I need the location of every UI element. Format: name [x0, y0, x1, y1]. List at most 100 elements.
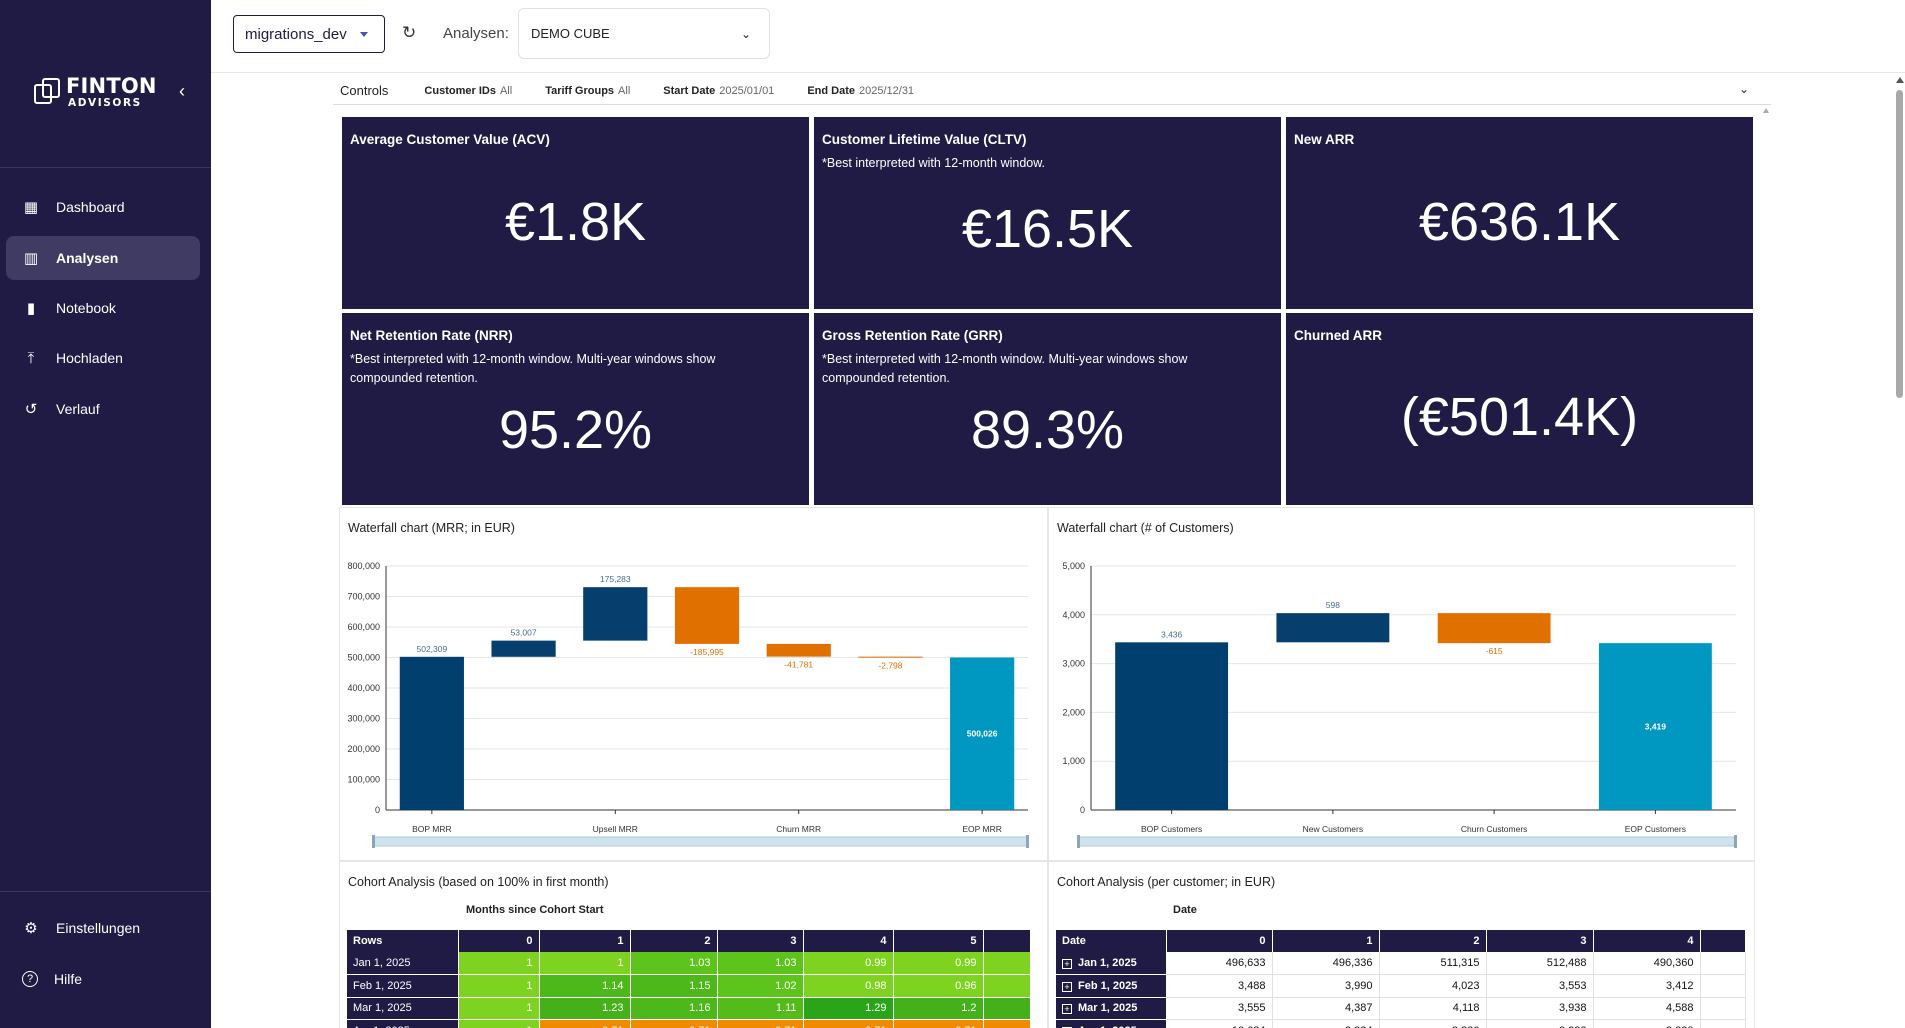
column-header[interactable]: 4	[803, 930, 894, 952]
column-header[interactable]: 3	[1486, 930, 1594, 952]
filter-value: 2025/12/31	[859, 84, 915, 97]
kpi-value: €16.5K	[961, 199, 1134, 259]
x-tick-label: EOP MRR	[962, 824, 1002, 834]
data-label: -185,995	[690, 647, 724, 657]
table-cell: 1.02	[717, 974, 804, 998]
table-row: Apr 1, 202510.710.710.710.710.71	[347, 1019, 1031, 1028]
scroll-up-icon[interactable]	[1896, 77, 1904, 83]
sidebar-item-einstellungen[interactable]: ⚙ Einstellungen	[6, 906, 200, 950]
filter-value: 2025/01/01	[719, 84, 775, 97]
range-slider-handle-right	[1026, 835, 1029, 848]
sidebar-item-verlauf[interactable]: ↺ Verlauf	[6, 387, 200, 431]
sidebar-item-label: Dashboard	[56, 199, 125, 215]
filter-end-date[interactable]: End Date 2025/12/31	[807, 85, 914, 97]
y-tick-label: 3,000	[1062, 659, 1085, 669]
table-cell: 0.71	[893, 1019, 984, 1028]
y-tick-label: 4,000	[1062, 610, 1085, 620]
waterfall-bar	[1276, 613, 1390, 643]
controls-title: Controls	[340, 83, 389, 98]
analysen-select[interactable]: DEMO CUBE ⌄	[518, 8, 770, 59]
row-label[interactable]: + Jan 1, 2025	[1056, 952, 1167, 975]
column-header[interactable]: 2	[630, 930, 718, 952]
notebook-icon: ▮	[26, 300, 36, 317]
row-label: Apr 1, 2025	[347, 1019, 459, 1028]
column-header[interactable]: 1	[1272, 930, 1380, 952]
waterfall-customers-panel: Waterfall chart (# of Customers) 0 1,000 2…	[1048, 507, 1755, 861]
kpi-card-grr: Gross Retention Rate (GRR) *Best interpr…	[814, 313, 1281, 505]
table-cell: 490,360	[1593, 952, 1701, 975]
table-cell: 1.15	[630, 974, 718, 998]
filter-start-date[interactable]: Start Date 2025/01/01	[663, 85, 774, 97]
table-cell: 1.16	[630, 997, 718, 1020]
row-label[interactable]: +Apr 1, 2025	[1056, 1019, 1167, 1028]
column-header[interactable]: 3	[717, 930, 804, 952]
table-cell	[983, 952, 1031, 975]
row-label[interactable]: + Mar 1, 2025	[1056, 997, 1167, 1020]
table-cell: 3,555	[1166, 997, 1273, 1020]
expand-controls-icon[interactable]: ⌄	[1738, 82, 1749, 96]
workspace-select[interactable]: migrations_dev	[233, 15, 385, 53]
waterfall-mrr-panel: Waterfall chart (MRR; in EUR) 0 100,000 20…	[339, 507, 1048, 861]
expand-row-icon[interactable]: +	[1062, 959, 1072, 969]
sidebar-item-label: Hochladen	[56, 350, 123, 366]
row-label-text: Jan 1, 2025	[1078, 957, 1137, 969]
cohort-eur-panel: Cohort Analysis (per customer; in EUR) D…	[1048, 861, 1755, 1028]
table-cell	[1700, 952, 1746, 975]
page-scrollbar[interactable]	[1896, 90, 1903, 398]
sidebar-divider	[0, 167, 211, 168]
table-title: Cohort Analysis (based on 100% in first …	[348, 875, 609, 889]
y-tick-label: 600,000	[347, 622, 380, 632]
expand-row-icon[interactable]: +	[1062, 1004, 1072, 1015]
kpi-title: Net Retention Rate (NRR)	[350, 328, 513, 343]
sidebar-item-label: Einstellungen	[56, 920, 141, 936]
column-header[interactable]: 4	[1593, 930, 1701, 952]
expand-row-icon[interactable]: +	[1062, 981, 1072, 992]
sidebar-item-label: Notebook	[56, 300, 116, 316]
filter-customer-ids[interactable]: Customer IDs All	[424, 85, 512, 97]
row-label[interactable]: + Feb 1, 2025	[1056, 974, 1167, 998]
logo: FINTON ADVISORS	[34, 76, 157, 109]
workspace-select-value: migrations_dev	[245, 25, 347, 43]
table-cell: 0.96	[893, 974, 984, 998]
kpi-value: €636.1K	[1418, 192, 1621, 252]
kpi-subtitle: *Best interpreted with 12-month window. …	[350, 352, 716, 385]
x-tick-label: Upsell MRR	[593, 824, 638, 834]
x-tick-label: BOP Customers	[1141, 824, 1202, 834]
table-cell: 0.71	[539, 1019, 631, 1028]
filter-tariff-groups[interactable]: Tariff Groups All	[545, 85, 630, 97]
table-cell	[983, 997, 1031, 1020]
sidebar-item-analysen[interactable]: ▥ Analysen	[6, 236, 200, 280]
column-header[interactable]: 1	[539, 930, 631, 952]
filter-value: All	[499, 84, 513, 97]
sheet-scroll-up-icon[interactable]	[1763, 108, 1769, 113]
history-icon: ↺	[24, 401, 38, 418]
column-header[interactable]: 0	[1166, 930, 1273, 952]
column-header[interactable]: 0	[458, 930, 540, 952]
data-label: 502,309	[416, 644, 447, 654]
sidebar-divider	[0, 891, 211, 892]
sidebar-item-hilfe[interactable]: ? Hilfe	[6, 957, 200, 1001]
table-cell: 1	[539, 952, 631, 975]
waterfall-bar	[1437, 613, 1551, 644]
column-header[interactable]: 5	[893, 930, 984, 952]
table-cell: 1.14	[539, 974, 631, 998]
sidebar-item-hochladen[interactable]: ⤒ Hochladen	[6, 336, 200, 380]
table-cell: 1.03	[717, 952, 804, 975]
table-cell: 511,315	[1379, 952, 1487, 975]
sidebar-item-notebook[interactable]: ▮ Notebook	[6, 286, 200, 330]
column-header[interactable]: 2	[1379, 930, 1487, 952]
cohort-eur-table: Date 0 1 2 3 4 + Jan 1, 2025 496,633 496,336 511,…	[1056, 930, 1746, 1028]
table-cell: 1.03	[630, 952, 718, 975]
cohort-pct-panel: Cohort Analysis (based on 100% in first …	[339, 861, 1048, 1028]
row-label-text: Feb 1, 2025	[1078, 979, 1138, 992]
refresh-icon[interactable]: ↻	[402, 23, 417, 42]
table-cell: 0.71	[630, 1019, 718, 1028]
table-cell: 3,412	[1593, 974, 1701, 998]
sidebar-item-dashboard[interactable]: ▦ Dashboard	[6, 185, 200, 229]
analysen-label: Analysen:	[443, 25, 509, 42]
table-cell: 3,488	[1166, 974, 1273, 998]
kpi-subtitle: *Best interpreted with 12-month window.	[822, 156, 1046, 170]
collapse-sidebar-icon[interactable]: ‹	[179, 81, 185, 101]
cohort-pct-table: Rows 0 1 2 3 4 5 Jan 1, 2025 1 1 1.03 1.03 0.99 0.99…	[347, 930, 1031, 1028]
